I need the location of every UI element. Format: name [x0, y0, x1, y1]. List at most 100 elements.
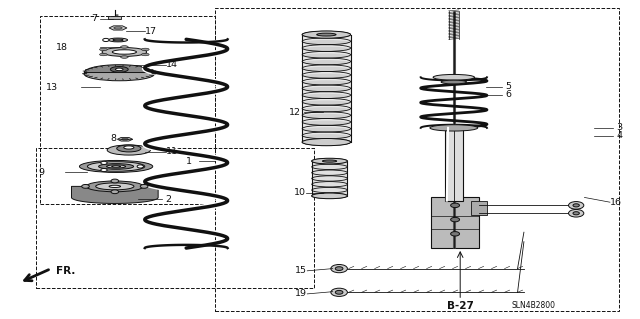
Text: 10: 10 — [294, 188, 306, 197]
Ellipse shape — [303, 100, 350, 106]
Ellipse shape — [141, 48, 149, 51]
Ellipse shape — [303, 73, 350, 79]
Ellipse shape — [108, 38, 127, 42]
Bar — [215, 8, 620, 311]
Text: SLN4B2800: SLN4B2800 — [511, 301, 556, 310]
Text: 11: 11 — [166, 147, 178, 156]
Ellipse shape — [303, 60, 350, 65]
Ellipse shape — [303, 53, 350, 59]
Text: ═: ═ — [115, 13, 118, 18]
Text: 12: 12 — [289, 108, 301, 116]
Circle shape — [451, 203, 460, 208]
Circle shape — [100, 168, 107, 172]
Text: 1: 1 — [186, 157, 193, 166]
Ellipse shape — [107, 145, 150, 155]
Bar — [36, 148, 314, 287]
Ellipse shape — [303, 107, 350, 112]
Ellipse shape — [124, 146, 134, 149]
Ellipse shape — [303, 87, 350, 92]
Text: FR.: FR. — [56, 266, 75, 276]
Text: 9: 9 — [38, 168, 44, 177]
Ellipse shape — [120, 46, 128, 48]
Ellipse shape — [100, 53, 108, 56]
Ellipse shape — [112, 50, 136, 54]
Text: 16: 16 — [611, 198, 622, 207]
Text: 15: 15 — [295, 266, 307, 275]
Circle shape — [100, 161, 107, 165]
Polygon shape — [121, 138, 129, 140]
Circle shape — [568, 202, 584, 209]
Circle shape — [451, 217, 460, 222]
Polygon shape — [84, 65, 154, 72]
Ellipse shape — [312, 193, 348, 199]
Ellipse shape — [113, 39, 123, 41]
Ellipse shape — [116, 145, 141, 152]
Circle shape — [82, 184, 90, 188]
Ellipse shape — [86, 181, 143, 192]
Circle shape — [111, 190, 118, 194]
Bar — [445, 128, 463, 201]
Ellipse shape — [323, 160, 337, 162]
Ellipse shape — [303, 127, 350, 132]
Circle shape — [573, 204, 579, 207]
Ellipse shape — [317, 33, 336, 36]
Bar — [471, 201, 487, 215]
Ellipse shape — [120, 56, 128, 58]
Circle shape — [573, 212, 579, 215]
Text: 4: 4 — [616, 131, 623, 140]
Bar — [312, 161, 348, 196]
Ellipse shape — [79, 160, 153, 173]
Circle shape — [111, 179, 118, 183]
Ellipse shape — [303, 114, 350, 119]
Text: 2: 2 — [165, 195, 172, 204]
Ellipse shape — [303, 40, 350, 45]
Text: 6: 6 — [505, 90, 511, 99]
Circle shape — [140, 184, 148, 188]
Ellipse shape — [303, 47, 350, 52]
Ellipse shape — [303, 33, 350, 39]
Circle shape — [335, 290, 343, 294]
Ellipse shape — [302, 138, 351, 146]
Ellipse shape — [303, 80, 350, 85]
Polygon shape — [72, 186, 158, 204]
Polygon shape — [117, 137, 132, 141]
Ellipse shape — [115, 68, 123, 70]
Text: 13: 13 — [46, 83, 58, 92]
Text: 17: 17 — [145, 27, 157, 36]
Circle shape — [335, 267, 343, 271]
Ellipse shape — [141, 53, 149, 56]
Ellipse shape — [303, 67, 350, 72]
Polygon shape — [113, 27, 122, 29]
Ellipse shape — [111, 166, 120, 167]
Circle shape — [331, 288, 348, 296]
Text: B-27: B-27 — [447, 300, 474, 311]
Circle shape — [102, 38, 109, 41]
Text: 19: 19 — [295, 289, 307, 298]
Ellipse shape — [433, 74, 474, 80]
Ellipse shape — [303, 134, 350, 139]
Ellipse shape — [100, 48, 108, 51]
Ellipse shape — [99, 164, 134, 169]
Ellipse shape — [96, 183, 134, 190]
Ellipse shape — [441, 80, 467, 84]
Ellipse shape — [303, 94, 350, 99]
Text: 3: 3 — [616, 123, 623, 132]
Bar — [108, 16, 121, 19]
Ellipse shape — [110, 67, 128, 72]
Ellipse shape — [303, 141, 350, 146]
Ellipse shape — [109, 185, 120, 188]
Circle shape — [137, 165, 143, 168]
Ellipse shape — [312, 158, 348, 164]
Polygon shape — [109, 26, 127, 30]
Ellipse shape — [88, 162, 145, 171]
Ellipse shape — [430, 125, 477, 131]
Bar — [431, 197, 479, 248]
Circle shape — [331, 264, 348, 273]
Ellipse shape — [84, 68, 154, 81]
Text: 14: 14 — [166, 60, 178, 69]
Ellipse shape — [106, 165, 125, 168]
Text: 5: 5 — [505, 82, 511, 91]
Bar — [40, 16, 215, 204]
Text: 7: 7 — [91, 14, 97, 23]
Bar — [302, 34, 351, 142]
